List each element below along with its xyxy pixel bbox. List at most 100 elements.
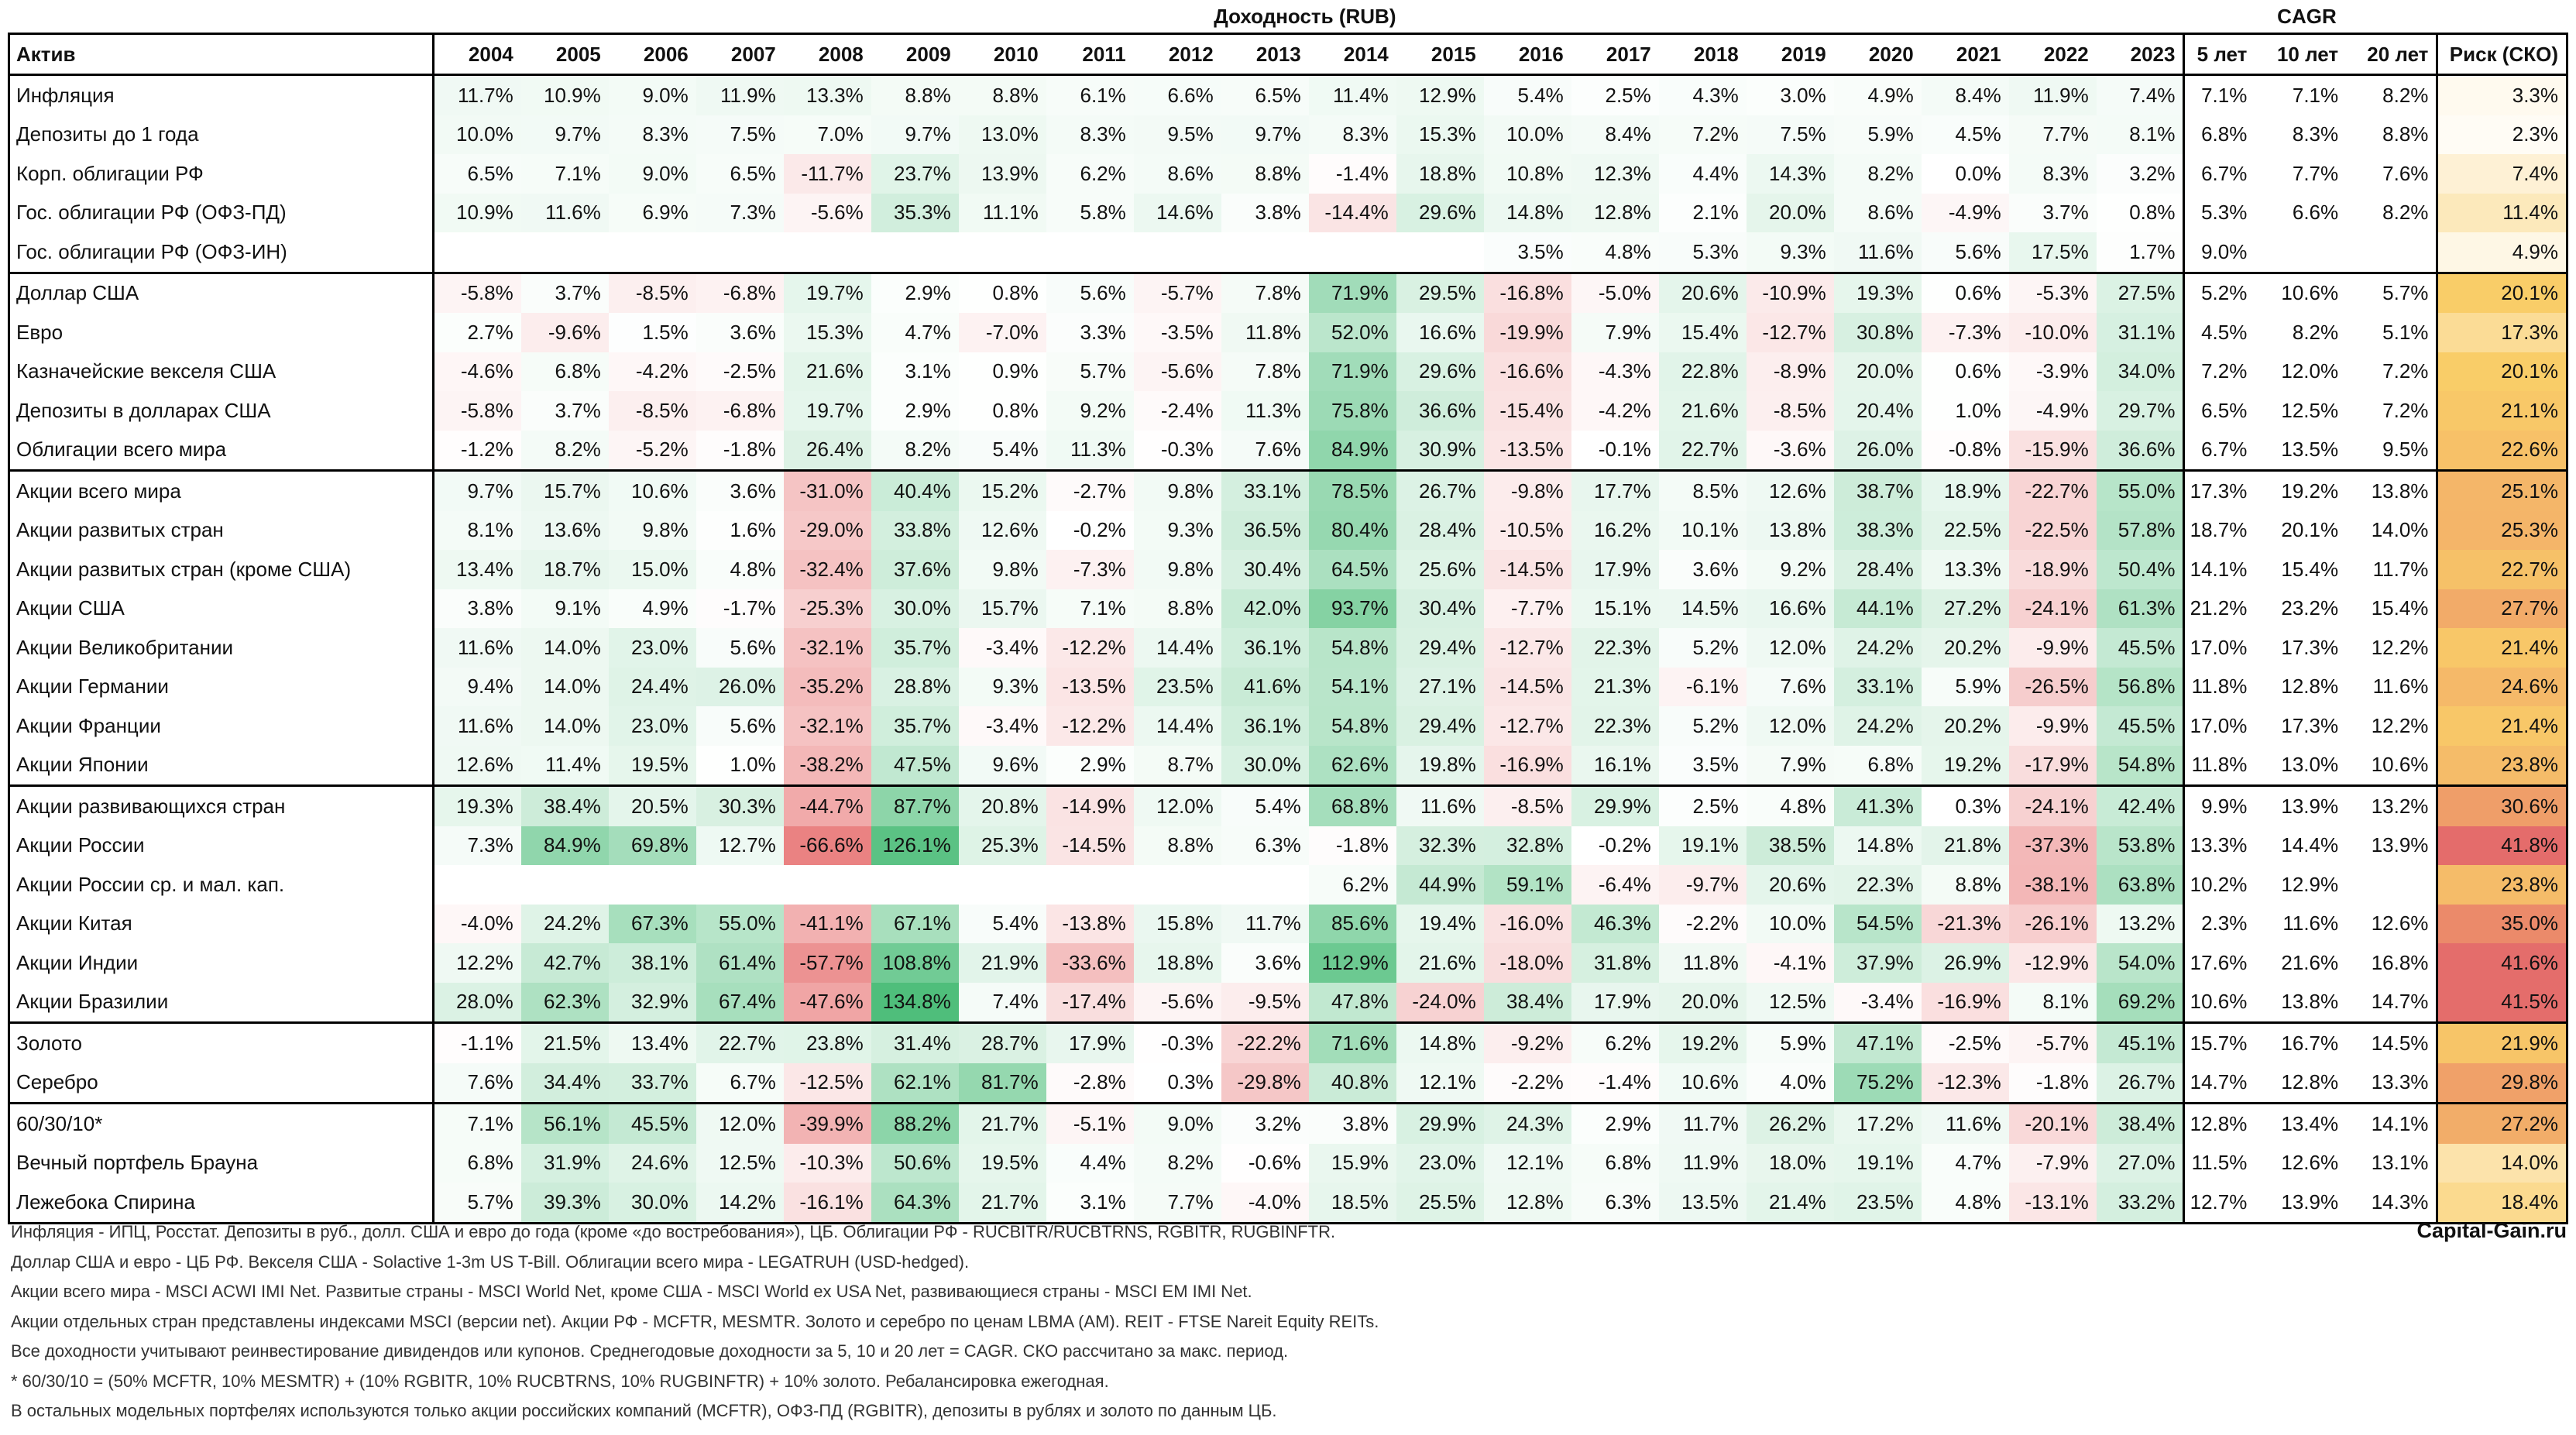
return-cell: 4.7% bbox=[1921, 1143, 2009, 1183]
return-cell: 7.1% bbox=[520, 154, 609, 194]
table-row: 60/30/10* 7.1% 56.1% 45.5% 12.0% -39.9% 88.2% 2… bbox=[7, 1102, 2568, 1144]
return-cell: 10.0% bbox=[1746, 904, 1834, 943]
return-cell: -26.1% bbox=[2008, 904, 2097, 943]
return-cell: -8.5% bbox=[608, 391, 696, 431]
return-cell: 23.0% bbox=[608, 628, 696, 668]
return-cell: -5.6% bbox=[783, 193, 871, 232]
return-cell: 13.3% bbox=[783, 74, 871, 115]
returns-table: Доходность (RUB) CAGR Актив 2004 2005 2006 200… bbox=[7, 0, 2568, 1224]
table-row: Казначейские векселя США -4.6% 6.8% -4.2% -2… bbox=[7, 352, 2568, 391]
return-cell: 29.9% bbox=[1571, 784, 1659, 826]
return-cell: 14.6% bbox=[1133, 193, 1221, 232]
return-cell: 14.5% bbox=[1658, 589, 1747, 628]
return-cell: 21.9% bbox=[958, 943, 1046, 983]
risk-cell: 4.9% bbox=[2437, 232, 2568, 273]
return-cell: 10.9% bbox=[433, 193, 521, 232]
return-cell: -14.4% bbox=[1308, 193, 1396, 232]
return-cell: -12.5% bbox=[783, 1063, 871, 1104]
return-cell: 53.8% bbox=[2096, 826, 2186, 865]
return-cell: 5.9% bbox=[1746, 1021, 1834, 1063]
return-cell: -9.8% bbox=[1483, 469, 1571, 511]
table-row: Корп. облигации РФ 6.5% 7.1% 9.0% 6.5% -11.7%… bbox=[7, 154, 2568, 194]
return-cell: 9.1% bbox=[520, 589, 609, 628]
cagr-cell: 23.2% bbox=[2281, 596, 2339, 620]
return-cell: 14.3% bbox=[1746, 154, 1834, 194]
return-cell: 7.4% bbox=[2096, 74, 2186, 115]
return-cell: 0.8% bbox=[958, 271, 1046, 313]
return-cell: 17.9% bbox=[1571, 550, 1659, 589]
return-cell: 28.0% bbox=[433, 982, 521, 1023]
return-cell: 1.7% bbox=[2096, 232, 2186, 273]
return-cell: 5.9% bbox=[1921, 667, 2009, 706]
return-cell: 24.4% bbox=[608, 667, 696, 706]
return-cell: 33.2% bbox=[2096, 1183, 2186, 1224]
return-cell: 11.9% bbox=[2008, 74, 2097, 115]
return-cell: 6.7% bbox=[696, 1063, 784, 1104]
return-cell: 5.2% bbox=[1658, 706, 1747, 746]
return-cell: 63.8% bbox=[2096, 865, 2186, 905]
return-cell: 67.1% bbox=[871, 904, 959, 943]
asset-name: Акции Индии bbox=[7, 943, 435, 983]
cagr-cell: 12.7% bbox=[2183, 1183, 2255, 1224]
return-cell: 4.9% bbox=[608, 589, 696, 628]
return-cell: 42.0% bbox=[1221, 589, 1309, 628]
table-row: Доллар США -5.8% 3.7% -8.5% -6.8% 19.7% 2.9% 0.… bbox=[7, 271, 2568, 313]
return-cell: 9.4% bbox=[433, 667, 521, 706]
asset-name: Акции Бразилии bbox=[7, 982, 435, 1023]
return-cell: 9.8% bbox=[958, 550, 1046, 589]
return-cell: -0.3% bbox=[1133, 430, 1221, 471]
return-cell: 112.9% bbox=[1308, 943, 1396, 983]
return-cell: -4.9% bbox=[2008, 391, 2097, 431]
cagr-cell: 5.1% bbox=[2346, 313, 2439, 352]
cagr-cell: 12.5% bbox=[2281, 398, 2339, 422]
asset-name: Казначейские векселя США bbox=[7, 352, 435, 391]
asset-name: Акции развитых стран (кроме США) bbox=[7, 550, 435, 589]
return-cell: 34.0% bbox=[2096, 352, 2186, 391]
return-cell: 3.8% bbox=[1221, 193, 1309, 232]
return-cell: 0.8% bbox=[958, 391, 1046, 431]
cagr-cell: 21.6% bbox=[2281, 950, 2339, 974]
return-cell: 10.6% bbox=[1658, 1063, 1747, 1104]
return-cell: -4.1% bbox=[1746, 943, 1834, 983]
return-cell: 3.7% bbox=[2008, 193, 2097, 232]
return-cell: -26.5% bbox=[2008, 667, 2097, 706]
cagr-cell: 14.3% bbox=[2346, 1183, 2439, 1224]
cagr-cell: 8.8% bbox=[2346, 115, 2439, 154]
cagr-cell: 6.7% bbox=[2201, 161, 2248, 185]
return-cell: -22.5% bbox=[2008, 510, 2097, 550]
return-cell: 56.8% bbox=[2096, 667, 2186, 706]
cagr-cell: 8.2% bbox=[2346, 74, 2439, 115]
return-cell: -1.4% bbox=[1571, 1063, 1659, 1104]
return-cell: -29.0% bbox=[783, 510, 871, 550]
return-cell: 7.8% bbox=[1221, 352, 1309, 391]
return-cell: 29.4% bbox=[1396, 706, 1484, 746]
return-cell: 3.6% bbox=[1221, 943, 1309, 983]
return-cell: 5.7% bbox=[1046, 352, 1134, 391]
return-cell: 8.8% bbox=[958, 74, 1046, 115]
asset-name: Корп. облигации РФ bbox=[7, 154, 435, 194]
return-cell: 1.0% bbox=[1921, 391, 2009, 431]
risk-cell: 29.8% bbox=[2437, 1063, 2568, 1104]
return-cell: 36.5% bbox=[1221, 510, 1309, 550]
return-cell: 7.5% bbox=[696, 115, 784, 154]
return-cell: 23.5% bbox=[1133, 667, 1221, 706]
return-cell: -16.9% bbox=[1483, 745, 1571, 786]
return-cell: -6.8% bbox=[696, 271, 784, 313]
return-cell: 12.2% bbox=[433, 943, 521, 983]
return-cell: 15.8% bbox=[1133, 904, 1221, 943]
year-header: 2019 bbox=[1746, 33, 1834, 76]
return-cell: 30.8% bbox=[1833, 313, 1922, 352]
cagr-cell: 10.6% bbox=[2346, 745, 2439, 786]
return-cell: 17.9% bbox=[1571, 982, 1659, 1023]
return-cell: 5.6% bbox=[696, 628, 784, 668]
return-cell: -12.2% bbox=[1046, 628, 1134, 668]
cagr-cell: 6.5% bbox=[2201, 398, 2248, 422]
cagr-cell: 12.9% bbox=[2281, 872, 2339, 896]
return-cell: 20.5% bbox=[608, 784, 696, 826]
return-cell: -12.2% bbox=[1046, 706, 1134, 746]
return-cell bbox=[521, 865, 609, 905]
table-row: Акции Великобритании 11.6% 14.0% 23.0% 5.6% -… bbox=[7, 628, 2568, 668]
return-cell: 20.8% bbox=[958, 784, 1046, 826]
return-cell: 36.1% bbox=[1221, 706, 1309, 746]
cagr-cell: 12.6% bbox=[2346, 904, 2439, 943]
